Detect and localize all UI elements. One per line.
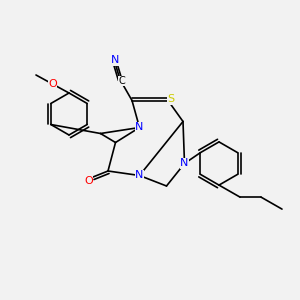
Text: S: S <box>167 94 175 104</box>
Text: N: N <box>111 55 120 65</box>
Text: O: O <box>48 79 57 89</box>
Text: N: N <box>180 158 189 169</box>
Text: N: N <box>135 170 144 181</box>
Text: N: N <box>135 122 144 133</box>
Text: O: O <box>84 176 93 187</box>
Text: C: C <box>118 76 125 86</box>
